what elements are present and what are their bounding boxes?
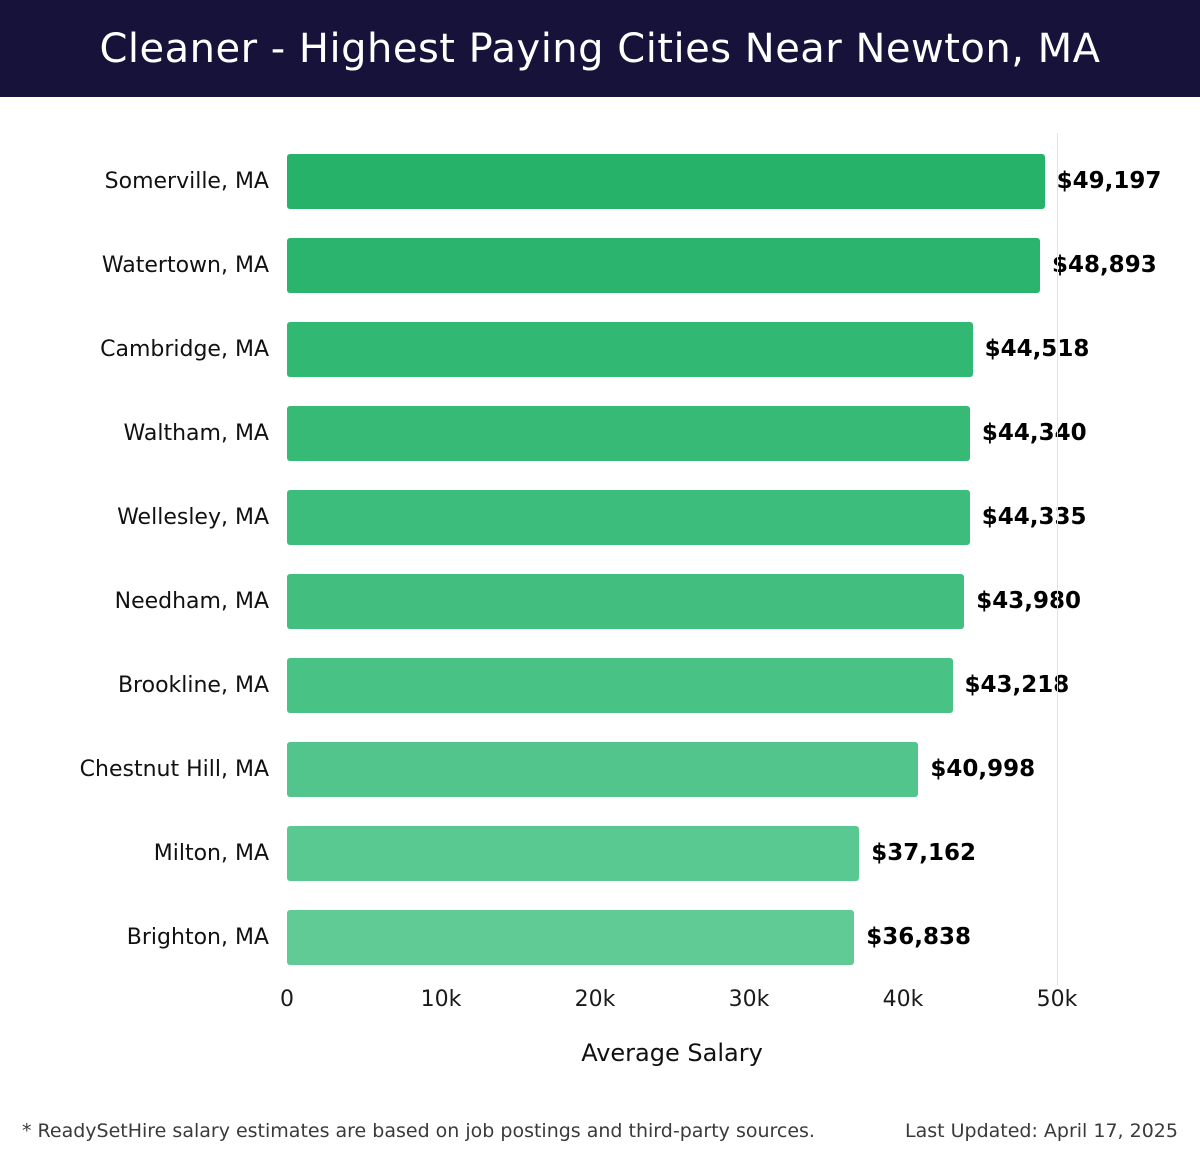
bar-track: $44,335 [287,489,1087,545]
bar-track: $48,893 [287,237,1157,293]
bar-track: $43,980 [287,573,1081,629]
value-label: $44,518 [984,336,1090,362]
category-label: Milton, MA [153,840,269,866]
category-label: Watertown, MA [101,252,269,278]
value-label: $44,340 [981,420,1087,446]
category-label: Waltham, MA [123,420,269,446]
value-label: $36,838 [866,924,972,950]
bar-row: Wellesley, MA $44,335 [0,475,1200,559]
category-label: Needham, MA [114,588,269,614]
category-label: Wellesley, MA [117,504,269,530]
plot-region: Somerville, MA $49,197 Watertown, MA $48,89… [0,133,1200,985]
salary-bar [287,741,919,797]
chart-title: Cleaner - Highest Paying Cities Near New… [99,25,1101,72]
bar-row: Milton, MA $37,162 [0,811,1200,895]
salary-bar [287,405,970,461]
footnote: * ReadySetHire salary estimates are base… [22,1120,815,1142]
value-label: $44,335 [981,504,1087,530]
x-tick: 20k [574,987,616,1012]
salary-bar [287,825,860,881]
value-label: $40,998 [930,756,1036,782]
bar-track: $36,838 [287,909,1057,965]
x-tick: 50k [1036,987,1078,1012]
category-label: Brookline, MA [117,672,269,698]
category-label: Cambridge, MA [100,336,269,362]
salary-bar [287,573,965,629]
x-axis-label: Average Salary [581,1039,763,1067]
chart: Somerville, MA $49,197 Watertown, MA $48,89… [0,97,1200,1067]
bar-track: $37,162 [287,825,1057,881]
salary-bar [287,909,855,965]
bar-track: $49,197 [287,153,1161,209]
bar-row: Chestnut Hill, MA $40,998 [0,727,1200,811]
bar-row: Needham, MA $43,980 [0,559,1200,643]
value-label: $37,162 [871,840,977,866]
salary-bar [287,153,1045,209]
bar-row: Waltham, MA $44,340 [0,391,1200,475]
category-label: Somerville, MA [104,168,269,194]
bar-row: Brookline, MA $43,218 [0,643,1200,727]
category-label: Chestnut Hill, MA [79,756,269,782]
x-tick: 40k [882,987,924,1012]
salary-bar [287,657,953,713]
value-label: $49,197 [1056,168,1162,194]
bar-row: Watertown, MA $48,893 [0,223,1200,307]
salary-bar [287,237,1040,293]
bar-track: $44,518 [287,321,1089,377]
value-label: $43,218 [964,672,1070,698]
salary-bar [287,321,973,377]
last-updated: Last Updated: April 17, 2025 [904,1120,1178,1142]
value-label: $48,893 [1051,252,1157,278]
bar-row: Somerville, MA $49,197 [0,139,1200,223]
x-tick: 30k [728,987,770,1012]
x-axis: 0 10k 20k 30k 40k 50k [280,987,1077,1019]
value-label: $43,980 [976,588,1082,614]
title-bar: Cleaner - Highest Paying Cities Near New… [0,0,1200,97]
bar-track: $40,998 [287,741,1057,797]
x-tick: 10k [420,987,462,1012]
x-tick: 0 [280,987,294,1012]
bar-rows: Somerville, MA $49,197 Watertown, MA $48,89… [0,139,1200,979]
footer: * ReadySetHire salary estimates are base… [0,1120,1200,1158]
bar-track: $43,218 [287,657,1069,713]
category-label: Brighton, MA [126,924,269,950]
salary-bar [287,489,970,545]
bar-row: Cambridge, MA $44,518 [0,307,1200,391]
bar-track: $44,340 [287,405,1087,461]
gridline-50k [1057,133,1058,985]
bar-row: Brighton, MA $36,838 [0,895,1200,979]
